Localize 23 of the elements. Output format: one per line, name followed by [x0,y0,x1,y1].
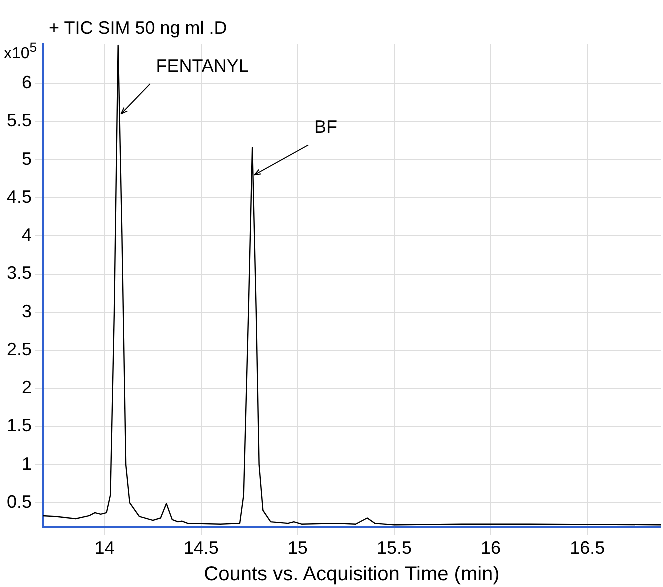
y-tick-label: 3 [22,301,32,322]
x-tick-label: 15.5 [376,538,412,558]
y-tick-label: 4 [22,225,32,246]
x-tick-label: 16 [481,538,502,558]
annotation: BF [314,117,338,138]
y-tick-label: 6 [22,72,32,93]
x-tick-label: 14.5 [184,538,219,558]
x-axis-title: Counts vs. Acquisition Time (min) [204,564,500,586]
x-tick-label: 16.5 [570,538,606,558]
y-tick-label: 0.5 [6,492,32,512]
y-tick-label: 1.5 [6,416,32,436]
y-tick-label: 5 [22,148,32,169]
chart-title: + TIC SIM 50 ng ml .D [49,18,228,38]
y-tick-label: 2.5 [6,339,32,360]
y-tick-label: 1 [22,454,32,474]
y-tick-label: 2 [22,378,32,398]
x-tick-label: 15 [288,538,308,558]
y-axis-title: x10$^{5}$ [4,40,38,64]
annotation: FENTANYL [156,56,249,76]
x-tick-label: 14 [94,538,115,558]
y-tick-label: 4.5 [6,186,32,207]
y-tick-label: 3.5 [6,263,32,284]
y-tick-label: 5.5 [6,110,32,131]
